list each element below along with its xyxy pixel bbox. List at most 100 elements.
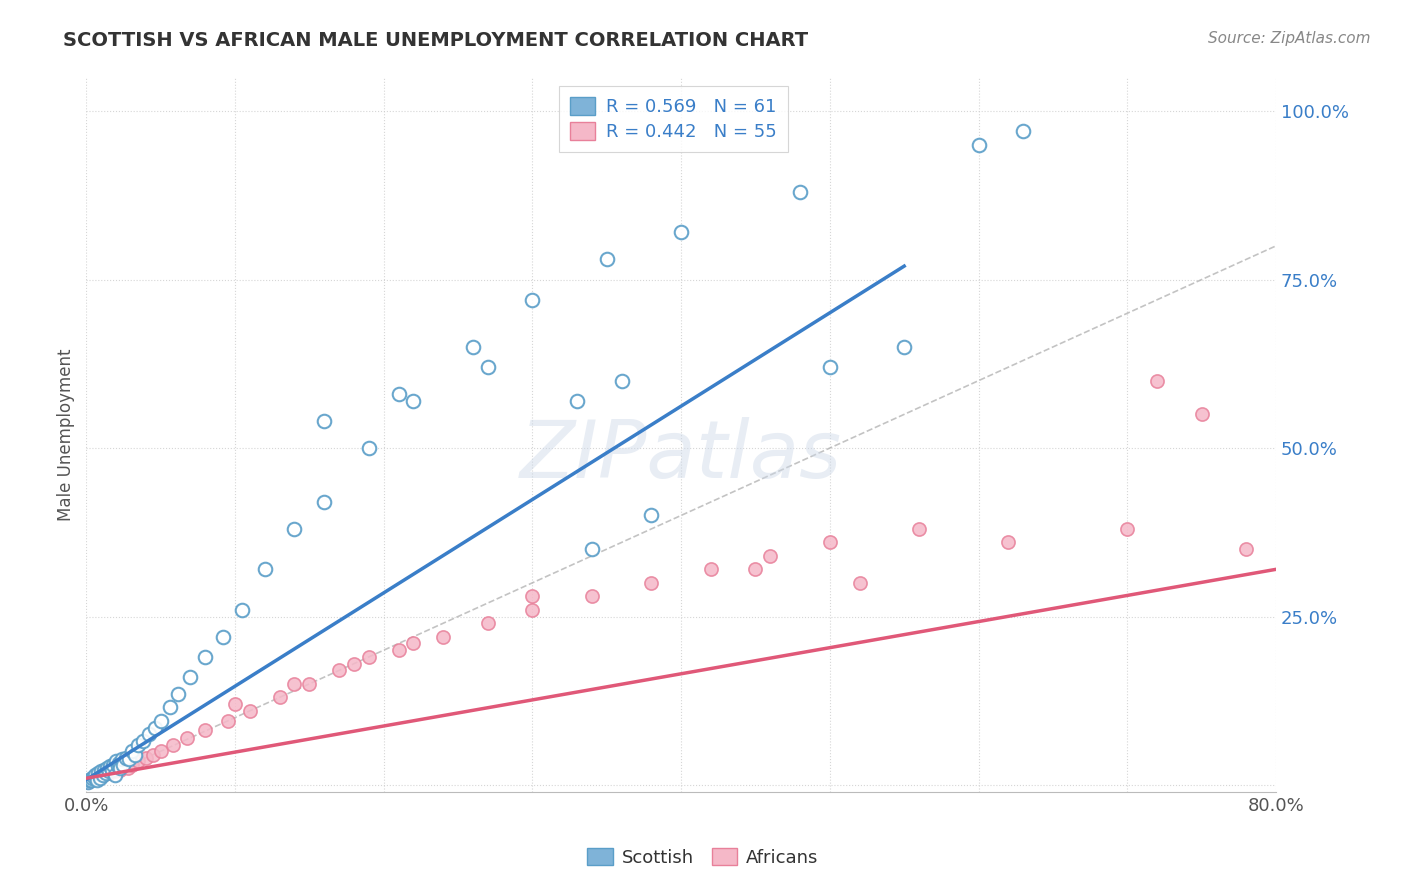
Point xyxy=(110,761,132,775)
Point xyxy=(82,771,104,785)
Point xyxy=(253,562,276,576)
Point xyxy=(83,770,105,784)
Point xyxy=(80,772,103,787)
Point xyxy=(522,603,544,617)
Point xyxy=(77,773,100,788)
Point xyxy=(283,522,305,536)
Y-axis label: Male Unemployment: Male Unemployment xyxy=(58,348,75,521)
Point xyxy=(149,714,172,728)
Point xyxy=(91,768,114,782)
Point xyxy=(224,697,246,711)
Point xyxy=(700,562,723,576)
Point xyxy=(1146,374,1168,388)
Point xyxy=(112,759,135,773)
Point xyxy=(162,738,184,752)
Point xyxy=(94,764,117,779)
Point xyxy=(149,744,172,758)
Point xyxy=(1191,408,1213,422)
Point xyxy=(96,761,118,775)
Point xyxy=(76,774,98,789)
Point xyxy=(231,603,253,617)
Point xyxy=(167,687,190,701)
Point xyxy=(107,761,129,775)
Legend: R = 0.569   N = 61, R = 0.442   N = 55: R = 0.569 N = 61, R = 0.442 N = 55 xyxy=(560,87,787,152)
Point xyxy=(565,393,588,408)
Point xyxy=(298,677,321,691)
Point xyxy=(107,759,129,773)
Point xyxy=(314,495,336,509)
Point xyxy=(194,723,217,737)
Point xyxy=(115,751,138,765)
Point xyxy=(387,643,409,657)
Point xyxy=(581,589,603,603)
Point xyxy=(596,252,619,267)
Point xyxy=(212,630,235,644)
Point xyxy=(328,664,350,678)
Point xyxy=(477,360,499,375)
Point xyxy=(124,747,146,762)
Point xyxy=(86,771,108,785)
Point xyxy=(90,765,112,780)
Point xyxy=(87,767,110,781)
Point xyxy=(108,756,131,771)
Point xyxy=(80,772,103,787)
Point xyxy=(103,768,125,782)
Point xyxy=(610,374,633,388)
Point xyxy=(105,755,128,769)
Point xyxy=(477,616,499,631)
Point xyxy=(357,441,380,455)
Point xyxy=(87,765,110,780)
Point xyxy=(135,751,157,765)
Legend: Scottish, Africans: Scottish, Africans xyxy=(581,841,825,874)
Point xyxy=(1012,124,1035,138)
Point xyxy=(90,764,112,779)
Point xyxy=(103,764,125,779)
Point xyxy=(98,759,121,773)
Point xyxy=(111,752,134,766)
Point xyxy=(94,765,117,780)
Point xyxy=(194,649,217,664)
Point xyxy=(217,714,239,728)
Point xyxy=(100,763,122,777)
Text: Source: ZipAtlas.com: Source: ZipAtlas.com xyxy=(1208,31,1371,46)
Point xyxy=(669,226,692,240)
Point xyxy=(101,757,124,772)
Point xyxy=(93,763,115,777)
Point xyxy=(84,768,107,782)
Point xyxy=(908,522,931,536)
Point xyxy=(89,770,111,784)
Point xyxy=(118,752,141,766)
Point xyxy=(1234,542,1257,557)
Point xyxy=(97,764,120,779)
Text: ZIPatlas: ZIPatlas xyxy=(520,417,842,495)
Point xyxy=(581,542,603,557)
Point xyxy=(818,360,841,375)
Point xyxy=(387,387,409,401)
Point xyxy=(640,508,662,523)
Point xyxy=(77,773,100,788)
Point xyxy=(357,649,380,664)
Point xyxy=(121,744,143,758)
Point xyxy=(789,185,811,199)
Point xyxy=(127,738,149,752)
Point xyxy=(121,757,143,772)
Point xyxy=(432,630,454,644)
Point xyxy=(343,657,366,671)
Point xyxy=(100,763,122,777)
Point xyxy=(89,771,111,785)
Point xyxy=(402,636,425,650)
Point xyxy=(269,690,291,705)
Point xyxy=(143,721,166,735)
Point xyxy=(640,575,662,590)
Point xyxy=(159,700,181,714)
Point xyxy=(142,747,165,762)
Point xyxy=(132,734,155,748)
Point xyxy=(76,775,98,789)
Point xyxy=(97,765,120,780)
Point xyxy=(818,535,841,549)
Point xyxy=(91,768,114,782)
Point xyxy=(967,137,990,152)
Point xyxy=(86,772,108,787)
Point xyxy=(461,340,484,354)
Point xyxy=(893,340,915,354)
